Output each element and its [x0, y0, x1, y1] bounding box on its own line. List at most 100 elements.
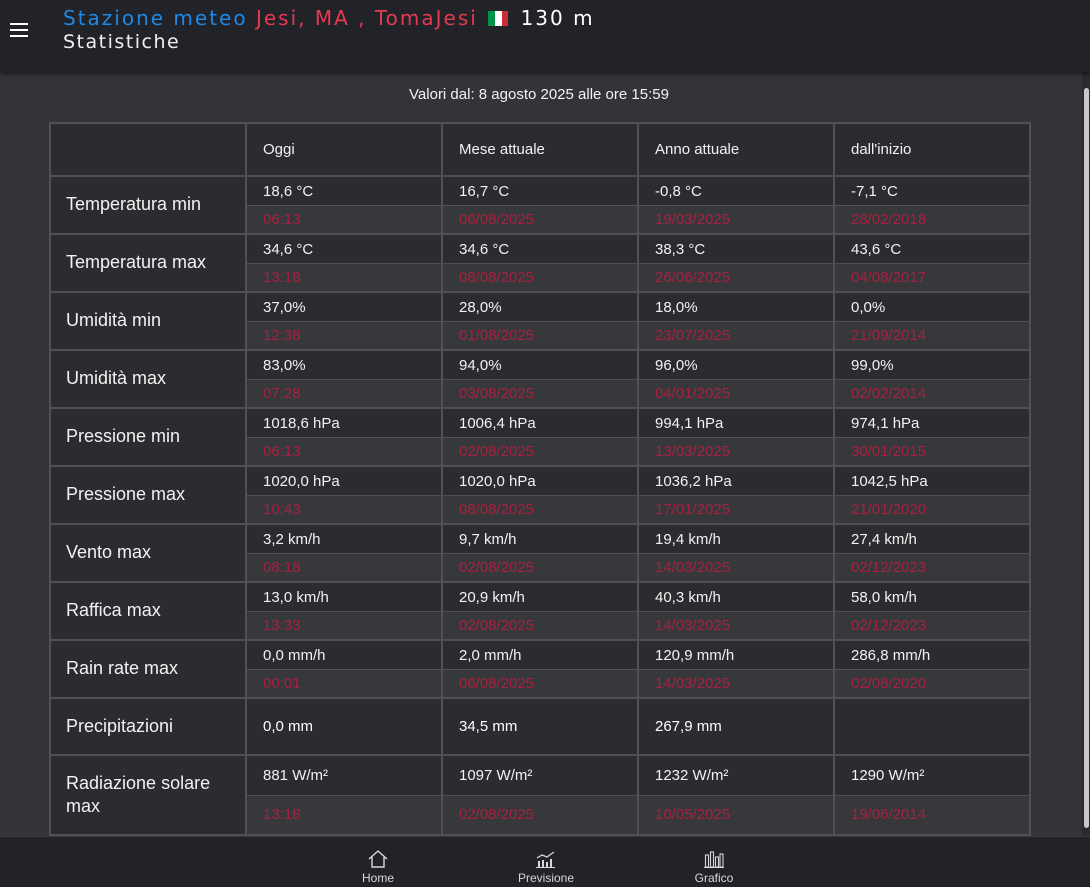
stat-timestamp: 02/12/2023	[835, 554, 1029, 581]
nav-label: Home	[361, 871, 394, 885]
stat-timestamp: 08/08/2025	[443, 264, 637, 291]
stat-cell: 34,6 °C 08/08/2025	[441, 233, 639, 293]
stat-value: 1042,5 hPa	[835, 467, 1029, 496]
stat-value: 34,6 °C	[247, 235, 441, 264]
row-label: Temperatura max	[49, 233, 247, 293]
stat-value: 37,0%	[247, 293, 441, 322]
stat-cell: 18,0% 23/07/2025	[637, 291, 835, 351]
stat-timestamp: 03/08/2025	[443, 380, 637, 407]
row-label: Pressione max	[49, 465, 247, 525]
stat-value: 267,9 mm	[637, 697, 835, 756]
title-prefix: Stazione meteo	[63, 6, 248, 30]
stat-timestamp: 06:13	[247, 438, 441, 465]
table-row: Temperatura max 34,6 °C 13:18 34,6 °C 08/08/…	[49, 233, 1031, 293]
stat-cell: 9,7 km/h 02/08/2025	[441, 523, 639, 583]
stat-cell: 34,6 °C 13:18	[245, 233, 443, 293]
stat-timestamp: 19/03/2025	[639, 206, 833, 233]
stat-value: 1290 W/m²	[835, 756, 1029, 796]
stat-cell: 27,4 km/h 02/12/2023	[833, 523, 1031, 583]
stat-value: 18,0%	[639, 293, 833, 322]
stat-value: 1018,6 hPa	[247, 409, 441, 438]
table-row: Radiazione solare max 881 W/m² 13:18 1097 W…	[49, 754, 1031, 836]
column-header: dall'inizio	[833, 122, 1031, 177]
stat-timestamp: 10/05/2025	[639, 796, 833, 834]
top-app-bar: Stazione meteo Jesi, MA , TomaJesi 130 m…	[0, 0, 1090, 72]
row-label: Vento max	[49, 523, 247, 583]
forecast-chart-icon	[536, 851, 555, 868]
stat-cell: 1006,4 hPa 02/08/2025	[441, 407, 639, 467]
nav-forecast[interactable]: Previsione	[501, 849, 591, 885]
row-label: Umidità max	[49, 349, 247, 409]
stat-value: 16,7 °C	[443, 177, 637, 206]
row-label: Temperatura min	[49, 175, 247, 235]
stat-cell: 58,0 km/h 02/12/2023	[833, 581, 1031, 641]
stat-timestamp: 10:43	[247, 496, 441, 523]
stat-value: 94,0%	[443, 351, 637, 380]
row-label: Pressione min	[49, 407, 247, 467]
stat-value: 20,9 km/h	[443, 583, 637, 612]
stat-value: 1097 W/m²	[443, 756, 637, 796]
stat-timestamp: 06:13	[247, 206, 441, 233]
table-row: Raffica max 13,0 km/h 13:33 20,9 km/h 02/08/…	[49, 581, 1031, 641]
stat-value: 1006,4 hPa	[443, 409, 637, 438]
nav-chart[interactable]: Grafico	[669, 849, 759, 885]
stat-timestamp: 08:18	[247, 554, 441, 581]
stat-cell: 974,1 hPa 30/01/2015	[833, 407, 1031, 467]
bottom-navigation: Home Previsione Grafico	[0, 836, 1090, 887]
nav-label: Previsione	[517, 871, 575, 885]
page-title: Statistiche	[63, 31, 181, 53]
stat-timestamp: 01/08/2025	[443, 322, 637, 349]
column-header	[49, 122, 247, 177]
stat-timestamp: 26/06/2025	[639, 264, 833, 291]
vertical-scrollbar[interactable]	[1082, 72, 1090, 836]
stat-cell: 1097 W/m² 02/08/2025	[441, 754, 639, 836]
stat-value: 99,0%	[835, 351, 1029, 380]
stat-timestamp: 13:18	[247, 796, 441, 834]
table-row: Precipitazioni 0,0 mm 34,5 mm 267,9 mm	[49, 697, 1031, 756]
stat-cell: 0,0 mm/h 00:01	[245, 639, 443, 699]
stat-value: 1020,0 hPa	[247, 467, 441, 496]
stat-cell: 286,8 mm/h 02/08/2020	[833, 639, 1031, 699]
hamburger-menu-icon[interactable]	[10, 23, 28, 37]
stat-cell: 16,7 °C 06/08/2025	[441, 175, 639, 235]
column-header: Anno attuale	[637, 122, 835, 177]
stat-timestamp: 07:28	[247, 380, 441, 407]
stat-timestamp: 13:33	[247, 612, 441, 639]
stat-timestamp: 02/12/2023	[835, 612, 1029, 639]
stat-timestamp: 04/08/2017	[835, 264, 1029, 291]
stat-value: 13,0 km/h	[247, 583, 441, 612]
stat-cell: 0,0% 21/09/2014	[833, 291, 1031, 351]
row-label: Umidità min	[49, 291, 247, 351]
scrollbar-thumb[interactable]	[1084, 88, 1089, 828]
nav-label: Grafico	[694, 871, 734, 885]
stat-cell: 40,3 km/h 14/03/2025	[637, 581, 835, 641]
nav-home[interactable]: Home	[333, 849, 423, 885]
stat-value: 34,5 mm	[441, 697, 639, 756]
stat-cell: 2,0 mm/h 06/08/2025	[441, 639, 639, 699]
row-label: Rain rate max	[49, 639, 247, 699]
stat-timestamp: 23/07/2025	[639, 322, 833, 349]
table-row: Rain rate max 0,0 mm/h 00:01 2,0 mm/h 06/08/…	[49, 639, 1031, 699]
stat-timestamp: 14/03/2025	[639, 670, 833, 697]
stat-value: 120,9 mm/h	[639, 641, 833, 670]
stat-value: 38,3 °C	[639, 235, 833, 264]
stat-cell: 994,1 hPa 13/03/2025	[637, 407, 835, 467]
stat-value: 83,0%	[247, 351, 441, 380]
stat-timestamp: 21/01/2020	[835, 496, 1029, 523]
stat-cell: 1232 W/m² 10/05/2025	[637, 754, 835, 836]
stat-value: -7,1 °C	[835, 177, 1029, 206]
stat-cell: 38,3 °C 26/06/2025	[637, 233, 835, 293]
stat-value: 1020,0 hPa	[443, 467, 637, 496]
stat-timestamp: 02/02/2014	[835, 380, 1029, 407]
stat-timestamp: 14/03/2025	[639, 554, 833, 581]
stat-value: 18,6 °C	[247, 177, 441, 206]
stat-cell: 83,0% 07:28	[245, 349, 443, 409]
stat-timestamp: 00:01	[247, 670, 441, 697]
table-row: Umidità min 37,0% 12:38 28,0% 01/08/2025 18,0…	[49, 291, 1031, 351]
stat-timestamp: 13:18	[247, 264, 441, 291]
stat-cell: 1020,0 hPa 10:43	[245, 465, 443, 525]
stat-cell: 19,4 km/h 14/03/2025	[637, 523, 835, 583]
stat-value: 3,2 km/h	[247, 525, 441, 554]
stat-value: 43,6 °C	[835, 235, 1029, 264]
table-row: Temperatura min 18,6 °C 06:13 16,7 °C 06/08/…	[49, 175, 1031, 235]
